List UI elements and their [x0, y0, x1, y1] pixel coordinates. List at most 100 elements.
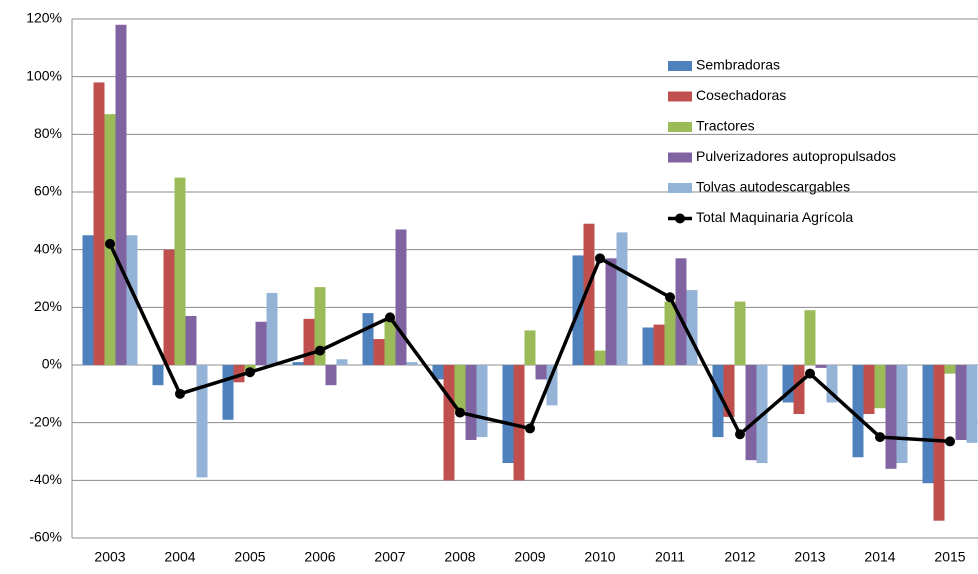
legend-swatch [668, 91, 692, 102]
bar [826, 365, 838, 403]
point [245, 367, 255, 378]
y-tick-label: -20% [29, 413, 62, 429]
bar [944, 365, 956, 374]
bar [653, 324, 665, 365]
point [805, 368, 815, 379]
point [665, 292, 675, 303]
bar [292, 362, 304, 365]
bar [362, 313, 374, 365]
legend-swatch [668, 122, 692, 132]
bar [465, 365, 477, 440]
legend-label: Tractores [696, 118, 755, 134]
bar [605, 258, 617, 365]
bar [874, 365, 886, 409]
bar [115, 24, 127, 366]
bar [546, 365, 558, 406]
x-tick-label: 2011 [655, 549, 685, 565]
legend-label: Sembradoras [696, 57, 780, 73]
y-tick-label: 100% [26, 67, 62, 83]
x-tick-label: 2012 [724, 549, 755, 565]
bar [384, 318, 396, 365]
x-tick-label: 2007 [374, 549, 405, 565]
bar [933, 365, 945, 521]
bar [885, 365, 897, 469]
bar [793, 365, 805, 415]
point [595, 253, 605, 264]
y-tick-label: 0% [42, 356, 62, 372]
point [385, 312, 395, 323]
x-tick-label: 2010 [584, 549, 615, 565]
bar [163, 249, 175, 365]
bar [664, 301, 676, 365]
bar [782, 365, 794, 403]
bar [395, 229, 407, 365]
bar [82, 235, 94, 365]
x-tick-label: 2013 [794, 549, 825, 565]
bar [863, 365, 875, 415]
bar [93, 82, 105, 365]
bar [266, 292, 278, 365]
y-tick-label: 20% [34, 298, 62, 314]
legend-label: Tolvas autodescargables [696, 179, 850, 195]
bar [196, 365, 208, 478]
bar [583, 223, 595, 365]
y-tick-label: 40% [34, 240, 62, 256]
x-tick-label: 2015 [934, 549, 965, 565]
bar [476, 365, 488, 438]
bar [185, 315, 197, 365]
bar [373, 339, 385, 365]
y-tick-label: 80% [34, 125, 62, 141]
legend-label: Pulverizadores autopropulsados [696, 148, 896, 164]
point [175, 388, 185, 399]
point [105, 238, 115, 249]
point [315, 345, 325, 356]
bar [594, 350, 606, 365]
x-tick-label: 2009 [514, 549, 545, 565]
point [735, 429, 745, 440]
point [875, 432, 885, 443]
bar [922, 365, 934, 484]
bar [325, 365, 337, 386]
x-tick-label: 2014 [864, 549, 895, 565]
x-tick-label: 2003 [94, 549, 125, 565]
bar [443, 365, 455, 481]
point [945, 436, 955, 447]
bar [233, 365, 245, 383]
bar [804, 310, 816, 365]
bar [255, 321, 267, 365]
bar [454, 365, 466, 412]
legend-label: Cosechadoras [696, 87, 786, 103]
bar [336, 359, 348, 365]
bar [896, 365, 908, 464]
legend-swatch [668, 183, 692, 193]
bar [126, 235, 138, 365]
bar [675, 258, 687, 365]
point [525, 423, 535, 434]
bar [734, 301, 746, 365]
bar [955, 365, 967, 440]
y-tick-label: -40% [29, 471, 62, 487]
legend-swatch [668, 152, 692, 163]
bar [815, 365, 827, 368]
legend-marker [675, 213, 685, 224]
bar [502, 365, 514, 464]
bar [616, 232, 628, 365]
bar [303, 318, 315, 365]
bar [524, 330, 536, 365]
point [455, 407, 465, 418]
bar [745, 365, 757, 461]
bar [174, 177, 186, 365]
x-tick-label: 2008 [444, 549, 475, 565]
bar [712, 365, 724, 438]
bar [152, 365, 164, 386]
y-tick-label: 120% [26, 10, 62, 26]
x-tick-label: 2006 [304, 549, 335, 565]
bar [723, 365, 735, 417]
bar [966, 365, 978, 443]
bar [686, 290, 698, 365]
bar [852, 365, 864, 458]
bar [642, 327, 654, 365]
x-tick-label: 2004 [164, 549, 195, 565]
x-tick-label: 2005 [234, 549, 265, 565]
